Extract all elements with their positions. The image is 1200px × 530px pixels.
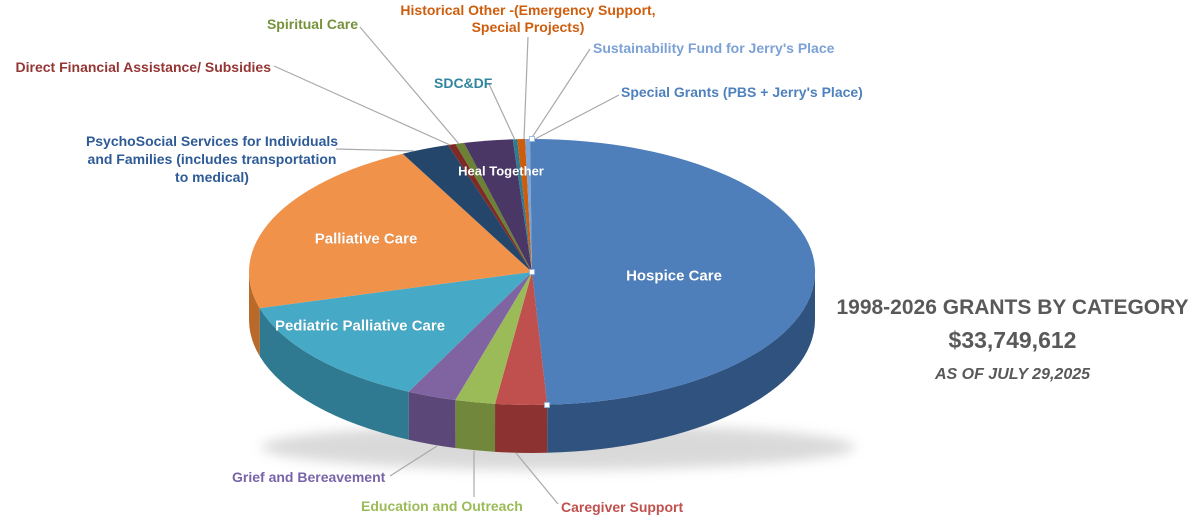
historical-other-line-1: Historical Other -(Emergency Support,	[400, 2, 656, 18]
pie-slice-heal-together[interactable]	[464, 139, 532, 272]
pie-slice-pediatric-palliative-care[interactable]	[259, 272, 532, 392]
pie-slice-special-grants-pbs-jerry-s-place[interactable]	[530, 138, 532, 272]
slice-label-palliative-care: Palliative Care	[314, 230, 418, 248]
pie-slice-direct-financial-assistance-subsidies[interactable]	[447, 143, 532, 272]
pie-slice-side-palliative-care	[249, 272, 260, 357]
pie-slice-side-grief-and-bereavement	[408, 391, 456, 449]
leader-line	[273, 65, 451, 146]
psychosocial-line-3: to medical)	[175, 169, 249, 185]
pie-slice-education-and-outreach[interactable]	[455, 272, 532, 404]
chart-total-amount: $33,749,612	[948, 327, 1077, 353]
category-label-sdcdf: SDC&DF	[434, 75, 493, 91]
category-label-special-grants: Special Grants (PBS + Jerry's Place)	[621, 84, 863, 100]
selection-handle[interactable]	[529, 269, 535, 275]
pie-slice-sustainability-fund-for-jerry-s-place[interactable]	[525, 139, 532, 272]
pie-slice-caregiver-support[interactable]	[495, 272, 548, 406]
pie-slice-hospice-care[interactable]	[532, 139, 816, 405]
pie-slice-side-caregiver-support	[495, 403, 548, 454]
pie-slice-sdc-df[interactable]	[512, 139, 532, 272]
pie-slice-historical-other-emergency-support-special-projects[interactable]	[517, 139, 532, 272]
pie-slice-side-pediatric-palliative-care	[259, 308, 409, 440]
category-label-spiritual-care: Spiritual Care	[266, 16, 358, 32]
psychosocial-line-2: and Families (includes transportation	[87, 151, 337, 167]
category-label-direct-financial-assistance: Direct Financial Assistance/ Subsidies	[15, 59, 271, 75]
pie-slice-grief-and-bereavement[interactable]	[408, 272, 532, 401]
pie-slice-spiritual-care[interactable]	[455, 142, 532, 272]
slice-label-pediatric-palliative-care: Pediatric Palliative Care	[274, 317, 446, 335]
pie-slice-psychosocial-services-for-individuals-and-families-includes-transportation-to-medical[interactable]	[402, 145, 532, 272]
category-label-caregiver-support: Caregiver Support	[561, 499, 684, 515]
slice-label-heal-together: Heal Together	[458, 163, 544, 179]
leader-line	[389, 445, 438, 477]
chart-title-block: 1998-2026 GRANTS BY CATEGORY $33,749,612…	[825, 296, 1200, 384]
chart-title: 1998-2026 GRANTS BY CATEGORY	[836, 296, 1189, 319]
slice-label-hospice-care: Hospice Care	[626, 267, 722, 285]
pie-slice-side-education-and-outreach	[455, 400, 496, 452]
leader-line	[488, 83, 516, 141]
category-label-psychosocial-services: PsychoSocial Services for Individuals an…	[84, 132, 340, 186]
leader-line	[523, 36, 529, 140]
pie-slice-side-hospice-care	[547, 272, 816, 453]
leader-line	[515, 452, 559, 505]
category-label-sustainability-fund: Sustainability Fund for Jerry's Place	[593, 40, 835, 56]
leader-line	[335, 148, 415, 152]
leader-line	[530, 48, 591, 140]
leader-line	[359, 26, 460, 145]
historical-other-line-2: Special Projects)	[471, 19, 585, 35]
category-label-grief-and-bereavement: Grief and Bereavement	[232, 469, 386, 485]
leader-line	[534, 94, 620, 140]
psychosocial-line-1: PsychoSocial Services for Individuals	[85, 133, 339, 149]
selection-handle[interactable]	[544, 402, 550, 408]
category-label-historical-other: Historical Other -(Emergency Support, Sp…	[390, 2, 666, 36]
chart-as-of-date: AS OF JULY 29,2025	[934, 366, 1091, 383]
selection-handle[interactable]	[529, 136, 535, 142]
category-label-education-and-outreach: Education and Outreach	[361, 498, 523, 514]
pie-slice-palliative-care[interactable]	[248, 153, 533, 309]
